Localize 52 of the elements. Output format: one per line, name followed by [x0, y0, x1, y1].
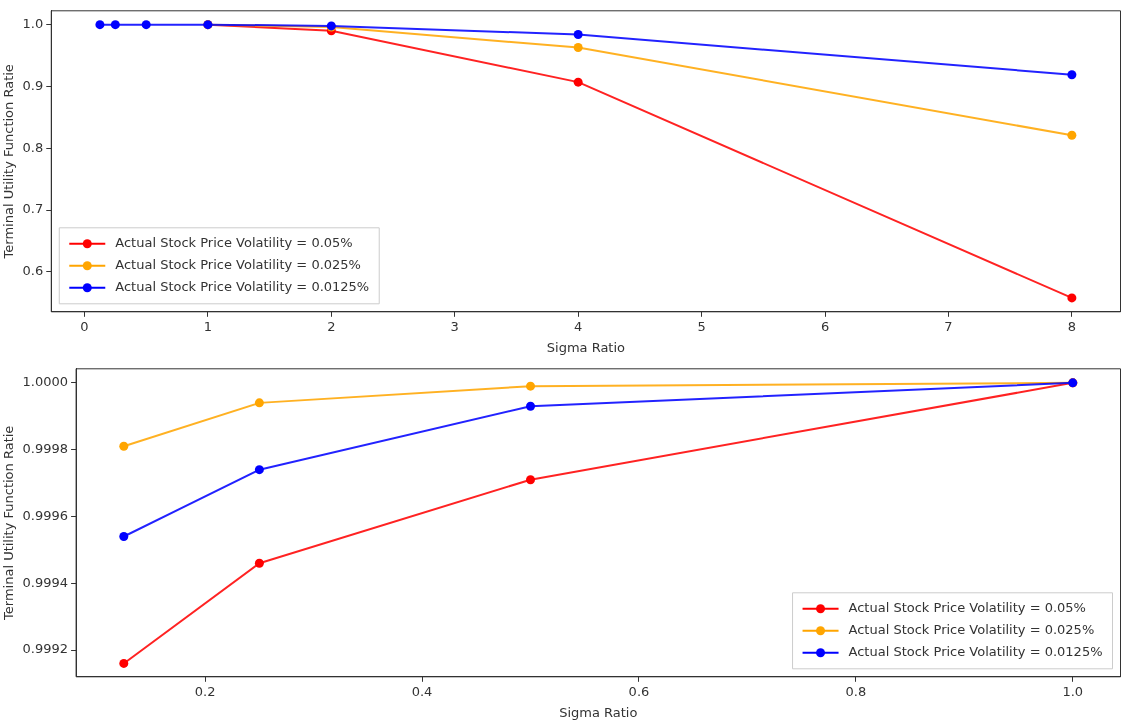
x-tick-label: 7: [944, 318, 953, 334]
x-tick-label: 0.6: [628, 683, 650, 699]
point: [119, 658, 129, 668]
x-tick-label: 8: [1067, 318, 1077, 334]
point: [1067, 293, 1077, 303]
y-tick-label: 1.0: [22, 16, 44, 32]
legend-label: Actual Stock Price Volatility = 0.0125%: [848, 644, 1103, 660]
legend-label: Actual Stock Price Volatility = 0.025%: [848, 622, 1095, 638]
x-tick-label: 0.4: [411, 683, 433, 699]
x-tick-label: 2: [327, 318, 336, 334]
point: [573, 43, 583, 53]
point: [573, 77, 583, 87]
point: [254, 398, 264, 408]
point: [573, 30, 583, 40]
x-tick-label: 0.2: [194, 683, 216, 699]
point: [526, 381, 536, 391]
y-tick-label: 0.7: [22, 201, 44, 217]
point: [1067, 130, 1077, 140]
y-tick-label: 0.6: [22, 263, 44, 279]
point: [254, 558, 264, 568]
x-axis-title: Sigma Ratio: [546, 339, 626, 355]
point: [141, 20, 151, 30]
x-tick-label: 1.0: [1062, 683, 1084, 699]
y-tick-label: 0.9998: [22, 441, 69, 457]
legend-label: Actual Stock Price Volatility = 0.05%: [848, 600, 1086, 616]
point: [526, 401, 536, 411]
legend-label: Actual Stock Price Volatility = 0.05%: [115, 235, 353, 251]
x-tick-label: 4: [574, 318, 583, 334]
x-tick-label: 0: [80, 318, 89, 334]
point: [254, 465, 264, 475]
y-tick-label: 0.9994: [22, 574, 69, 590]
point: [119, 532, 129, 541]
point: [110, 20, 120, 30]
y-tick-label: 0.9992: [22, 641, 69, 657]
x-tick-label: 1: [203, 318, 213, 334]
x-axis-title: Sigma Ratio: [559, 704, 638, 720]
y-tick-label: 0.8: [22, 139, 44, 155]
x-tick-label: 6: [820, 318, 830, 334]
y-tick-label: 0.9: [22, 77, 44, 93]
point: [95, 20, 105, 30]
x-tick-label: 0.8: [845, 683, 867, 699]
y-tick-label: 1.0000: [22, 374, 69, 390]
x-tick-label: 3: [450, 318, 459, 334]
y-tick-label: 0.9996: [22, 507, 69, 523]
legend-label: Actual Stock Price Volatility = 0.0125%: [115, 279, 370, 295]
legend-label: Actual Stock Price Volatility = 0.025%: [115, 257, 361, 273]
point: [119, 441, 129, 451]
x-tick-label: 5: [697, 318, 706, 334]
y-axis-title: Terminal Utility Function Ratie: [1, 425, 17, 621]
point: [526, 475, 536, 485]
y-axis-title: Terminal Utility Function Ratie: [1, 64, 17, 260]
point: [1067, 70, 1077, 80]
